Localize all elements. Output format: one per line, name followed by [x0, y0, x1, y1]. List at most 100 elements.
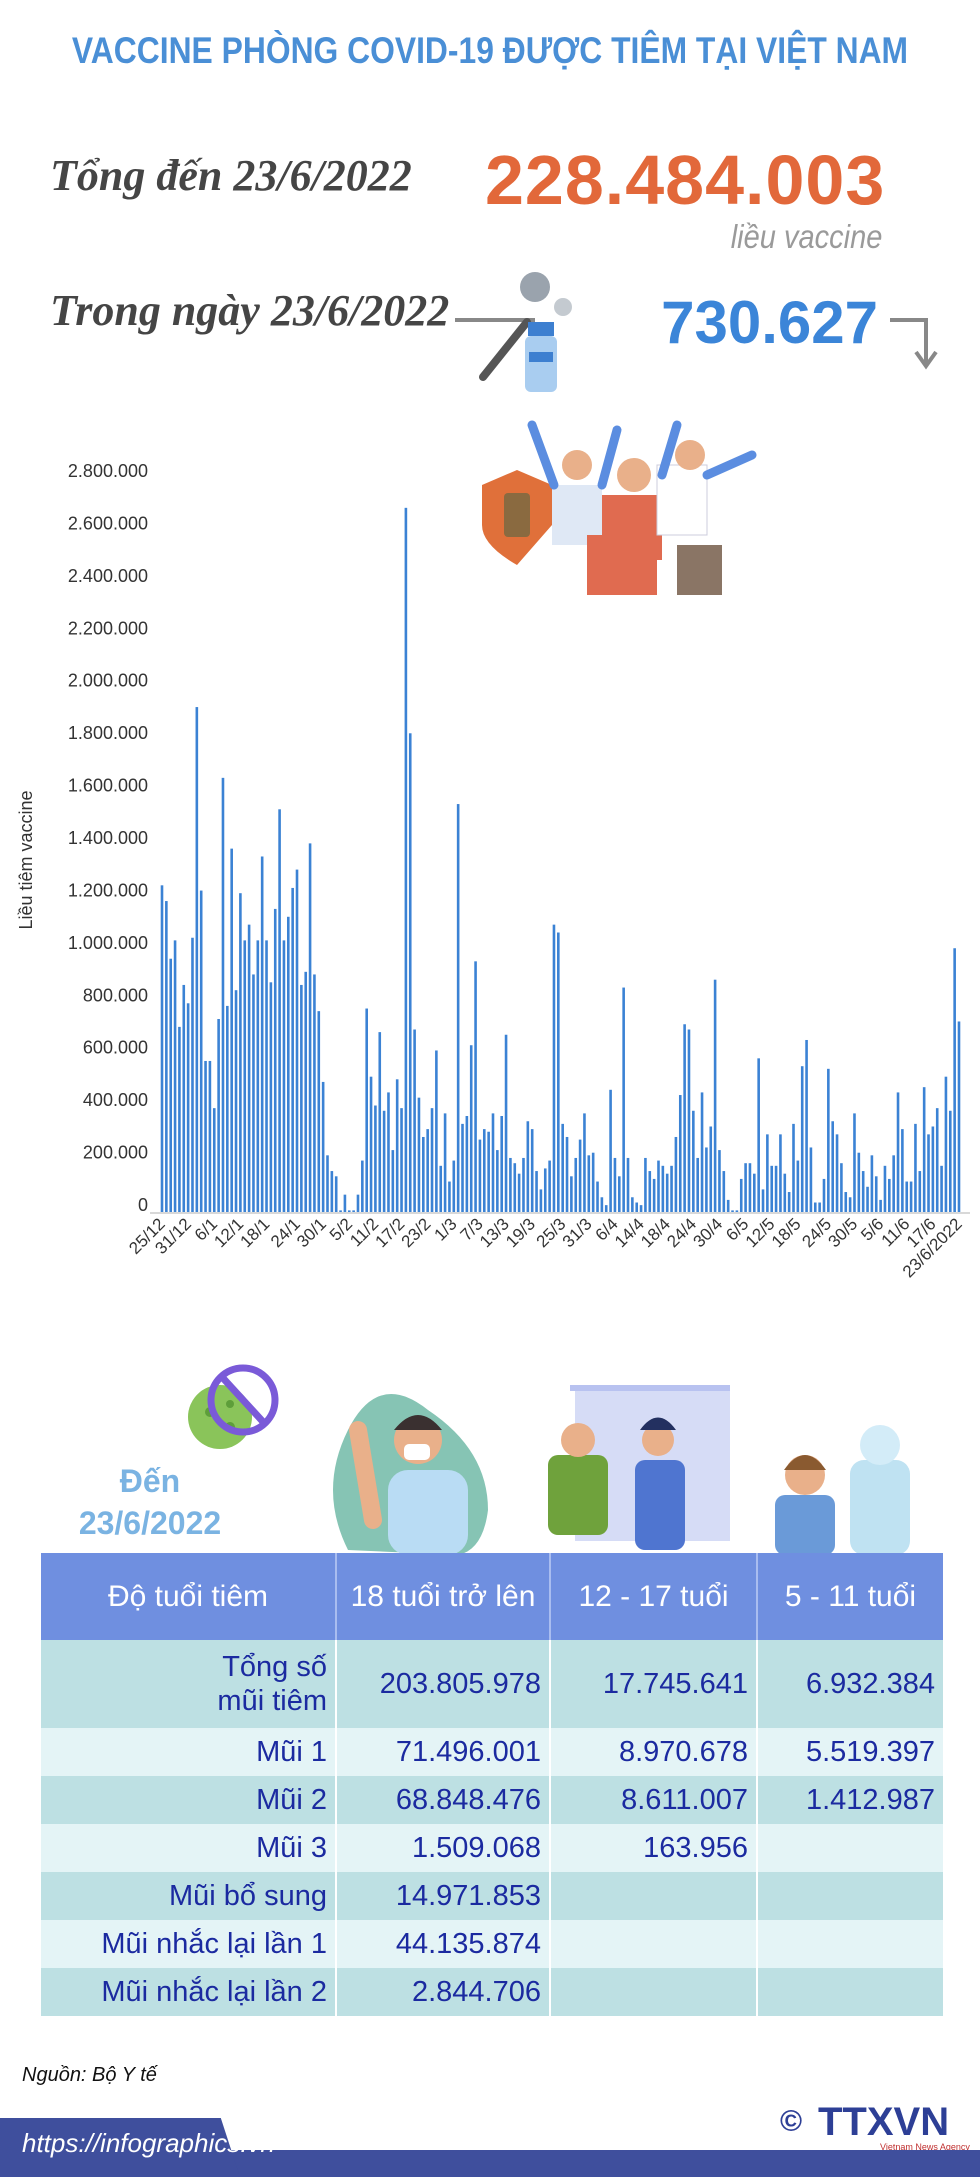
bar — [927, 1134, 930, 1213]
bar — [382, 1110, 386, 1213]
bar — [304, 971, 308, 1213]
bar — [491, 1113, 495, 1213]
bar — [256, 940, 260, 1213]
bar — [278, 809, 281, 1213]
bar — [361, 1160, 364, 1213]
cell-value — [757, 1824, 943, 1872]
bar — [583, 1113, 586, 1213]
bar — [252, 974, 255, 1213]
bar — [378, 1032, 382, 1213]
bar — [905, 1181, 909, 1213]
bar — [866, 1186, 869, 1213]
bar — [940, 1165, 943, 1213]
bar — [199, 890, 203, 1213]
bar — [530, 1129, 534, 1213]
bar — [761, 1189, 765, 1213]
bar — [591, 1152, 595, 1213]
bar — [439, 1165, 443, 1213]
website-link[interactable]: https://infographics.vn — [22, 2128, 275, 2158]
bar — [330, 1171, 334, 1213]
bar — [543, 1168, 547, 1213]
cell-value: 6.932.384 — [757, 1640, 943, 1728]
virus-icon — [520, 272, 550, 302]
bar — [739, 1178, 743, 1213]
bar — [395, 1079, 399, 1213]
bar — [212, 1108, 216, 1213]
bar — [535, 1171, 538, 1213]
bar — [596, 1181, 599, 1213]
bar — [469, 1045, 473, 1213]
table-row: Mũi bổ sung 14.971.853 — [41, 1872, 943, 1920]
copyright-icon: © — [780, 2105, 802, 2138]
bar — [517, 1173, 521, 1213]
vaccination-table: Độ tuổi tiêm 18 tuổi trở lên 12 - 17 tuổ… — [41, 1553, 943, 2016]
bar — [774, 1165, 778, 1213]
bar — [334, 1176, 338, 1213]
y-axis-label: Liều tiêm vaccine — [16, 790, 36, 929]
y-tick-label: 200.000 — [83, 1143, 148, 1163]
bar — [870, 1155, 874, 1213]
bar — [461, 1123, 464, 1213]
bar — [800, 1066, 804, 1213]
cell-value — [550, 1920, 758, 1968]
bar — [652, 1178, 656, 1213]
header-12-17: 12 - 17 tuổi — [550, 1553, 758, 1640]
cell-value: 1.412.987 — [757, 1776, 943, 1824]
x-tick-label: 18/5 — [768, 1214, 805, 1251]
bar — [726, 1199, 730, 1213]
row-label: Tổng số mũi tiêm — [41, 1640, 337, 1728]
cell-value: 163.956 — [550, 1824, 758, 1872]
bar — [692, 1110, 695, 1213]
bar — [234, 990, 238, 1213]
bar — [670, 1165, 673, 1213]
y-tick-label: 2.000.000 — [68, 671, 148, 691]
teen-vaccinated-illustration — [548, 1385, 730, 1550]
bar — [888, 1178, 891, 1213]
bar — [631, 1197, 634, 1213]
bar — [639, 1205, 643, 1213]
total-unit: liều vaccine — [730, 218, 882, 255]
syringe-icon — [479, 318, 531, 381]
bar — [883, 1165, 887, 1213]
bar — [874, 1176, 878, 1213]
bar — [217, 1019, 220, 1213]
bar — [644, 1157, 647, 1213]
bar — [230, 848, 233, 1213]
bar — [744, 1163, 747, 1213]
bar — [191, 937, 194, 1213]
y-tick-label: 2.200.000 — [68, 618, 148, 638]
bar — [474, 961, 477, 1213]
y-tick-label: 1.800.000 — [68, 723, 148, 743]
table-row: Mũi nhắc lại lần 1 44.135.874 — [41, 1920, 943, 1968]
bar — [748, 1163, 752, 1213]
bar — [822, 1178, 826, 1213]
bar — [500, 1116, 504, 1213]
bar — [260, 856, 264, 1213]
bar — [221, 777, 225, 1213]
bar — [408, 733, 412, 1213]
bar — [918, 1171, 922, 1213]
bar — [796, 1160, 800, 1213]
bar — [269, 982, 273, 1213]
row-label: Mũi nhắc lại lần 1 — [41, 1920, 337, 1968]
bar — [273, 908, 277, 1213]
bar — [587, 1155, 591, 1213]
bar — [243, 940, 247, 1213]
bar — [578, 1139, 582, 1213]
bar — [944, 1076, 948, 1213]
bar — [948, 1110, 952, 1213]
bar — [844, 1192, 848, 1213]
no-virus-icon — [188, 1364, 279, 1449]
table-row: Tổng số mũi tiêm 203.805.978 17.745.641 6.9… — [41, 1640, 943, 1728]
cell-value: 1.509.068 — [336, 1824, 551, 1872]
bar — [626, 1157, 630, 1213]
bar — [317, 1011, 321, 1213]
date-label-line2: 23/6/2022 — [78, 1505, 222, 1541]
row-label: Mũi bổ sung — [41, 1872, 337, 1920]
bar — [417, 1097, 421, 1213]
bar — [674, 1136, 678, 1213]
bar — [557, 932, 560, 1213]
y-tick-label: 0 — [138, 1195, 148, 1215]
bar — [496, 1150, 499, 1213]
bar — [705, 1147, 708, 1213]
